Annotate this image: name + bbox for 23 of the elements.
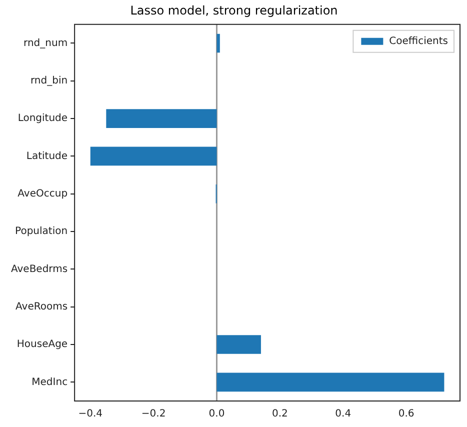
bar <box>216 335 261 354</box>
y-tick-label: Population <box>15 226 68 238</box>
x-tick-label: 0.2 <box>272 408 288 420</box>
y-tick-label: Latitude <box>26 150 68 162</box>
bar <box>106 109 217 128</box>
bar <box>216 34 220 53</box>
x-tick-label: −0.4 <box>78 408 103 420</box>
x-tick-label: 0.4 <box>335 408 352 420</box>
y-tick-label: rnd_bin <box>30 75 68 86</box>
x-tick-label: 0.6 <box>398 408 414 420</box>
x-tick-label: −0.2 <box>141 408 166 420</box>
y-tick-label: HouseAge <box>16 339 68 350</box>
y-tick-label: AveRooms <box>16 301 68 312</box>
bar <box>216 372 444 392</box>
y-tick-label: rnd_num <box>24 38 68 49</box>
y-tick-label: MedInc <box>32 376 68 388</box>
x-tick-label: 0.0 <box>208 408 225 420</box>
y-tick-label: AveBedrms <box>10 264 68 275</box>
y-tick-label: Longitude <box>18 113 68 124</box>
y-tick-label: AveOccup <box>18 188 68 200</box>
legend-label: Coefficients <box>389 36 448 47</box>
bar <box>90 146 217 166</box>
chart-title: Lasso model, strong regularization <box>130 3 338 18</box>
